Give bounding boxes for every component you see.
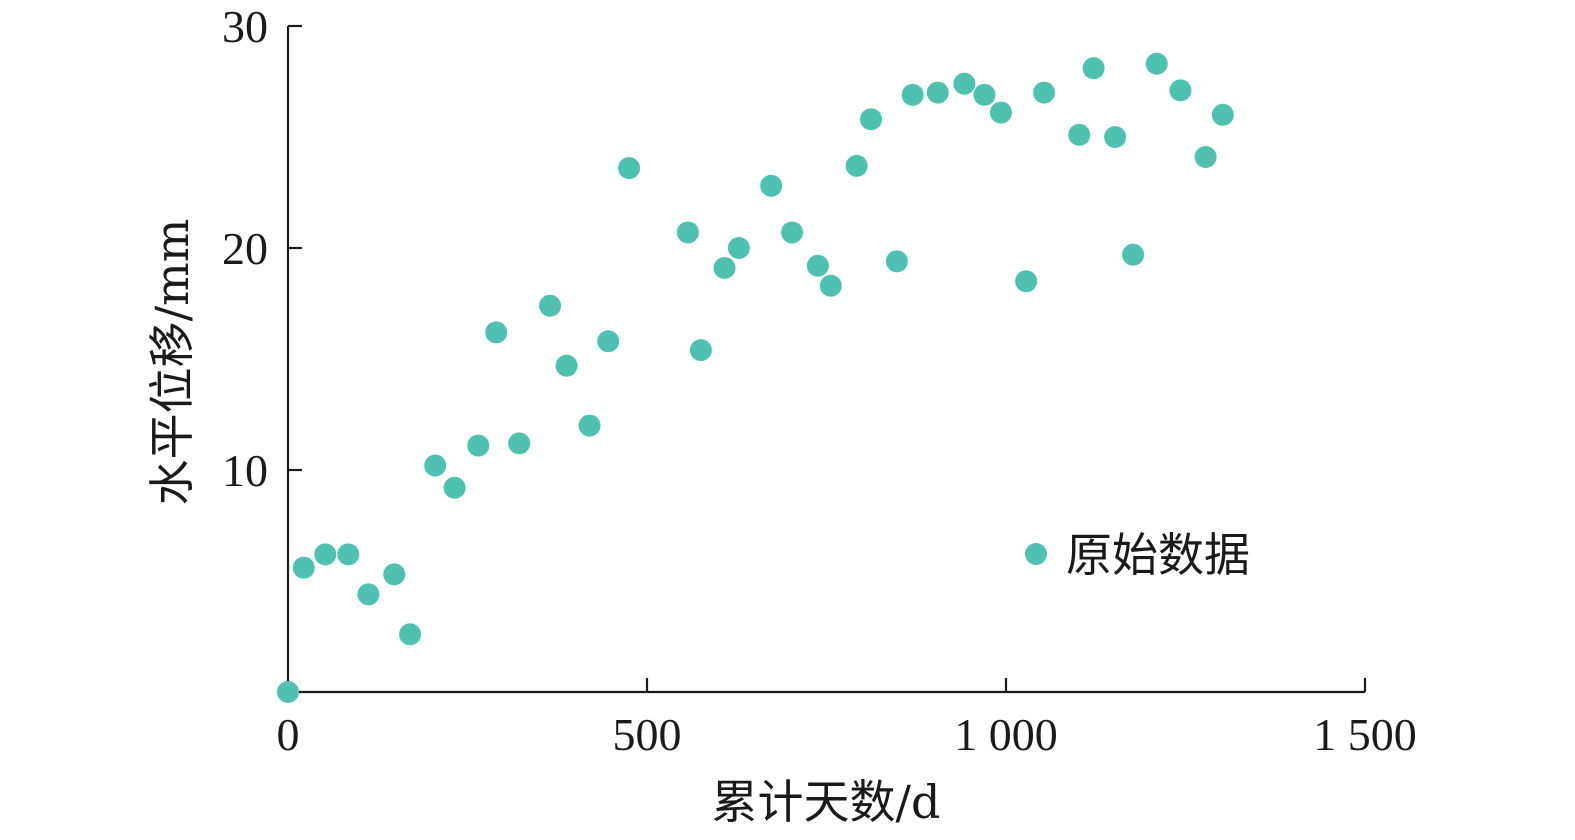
data-point xyxy=(1194,145,1217,168)
legend-marker xyxy=(1025,543,1047,565)
y-tick-label: 30 xyxy=(222,1,268,52)
data-point xyxy=(989,101,1012,124)
data-point xyxy=(485,321,508,344)
data-point xyxy=(1015,270,1038,293)
data-point xyxy=(1033,81,1056,104)
data-point xyxy=(689,339,712,362)
data-point xyxy=(1068,123,1091,146)
data-point xyxy=(1122,243,1145,266)
data-point xyxy=(337,543,360,566)
data-point xyxy=(901,83,924,106)
data-point xyxy=(597,330,620,353)
data-point xyxy=(1145,52,1168,75)
data-point xyxy=(1169,79,1192,102)
data-point xyxy=(760,174,783,197)
data-point xyxy=(443,476,466,499)
data-point xyxy=(860,108,883,131)
data-point xyxy=(618,157,641,180)
legend: 原始数据 xyxy=(1025,528,1250,582)
data-points xyxy=(277,52,1234,703)
data-point xyxy=(676,221,699,244)
data-point xyxy=(845,154,868,177)
y-tick-label: 20 xyxy=(222,223,268,274)
data-point xyxy=(467,434,490,457)
data-point xyxy=(1082,57,1105,80)
data-point xyxy=(713,256,736,279)
data-point xyxy=(399,623,422,646)
x-tick-label: 0 xyxy=(277,709,300,760)
data-point xyxy=(806,254,829,277)
data-point xyxy=(508,432,531,455)
y-tick-label: 10 xyxy=(222,445,268,496)
y-axis-title: 水平位移/mm xyxy=(145,219,199,506)
axis-ticks: 0 500 1 000 1 500 10 20 30 xyxy=(222,1,1417,760)
data-point xyxy=(277,681,299,703)
data-point xyxy=(1211,103,1234,126)
data-point xyxy=(781,221,804,244)
data-point xyxy=(578,414,601,437)
data-point xyxy=(1104,126,1127,148)
data-point xyxy=(292,556,315,579)
data-point xyxy=(357,583,380,606)
data-point xyxy=(885,250,908,273)
x-axis-title: 累计天数/d xyxy=(712,775,941,829)
data-point xyxy=(926,81,949,104)
x-tick-label: 500 xyxy=(613,709,682,760)
data-point xyxy=(383,563,406,586)
x-tick-label: 1 500 xyxy=(1313,709,1417,760)
data-point xyxy=(819,274,842,297)
data-point xyxy=(973,83,996,106)
data-point xyxy=(727,237,750,259)
x-tick-label: 1 000 xyxy=(954,709,1058,760)
data-point xyxy=(539,294,562,317)
data-point xyxy=(555,354,578,377)
data-point xyxy=(424,454,447,477)
data-point xyxy=(314,543,337,566)
legend-label: 原始数据 xyxy=(1066,528,1250,582)
data-point xyxy=(953,72,976,95)
